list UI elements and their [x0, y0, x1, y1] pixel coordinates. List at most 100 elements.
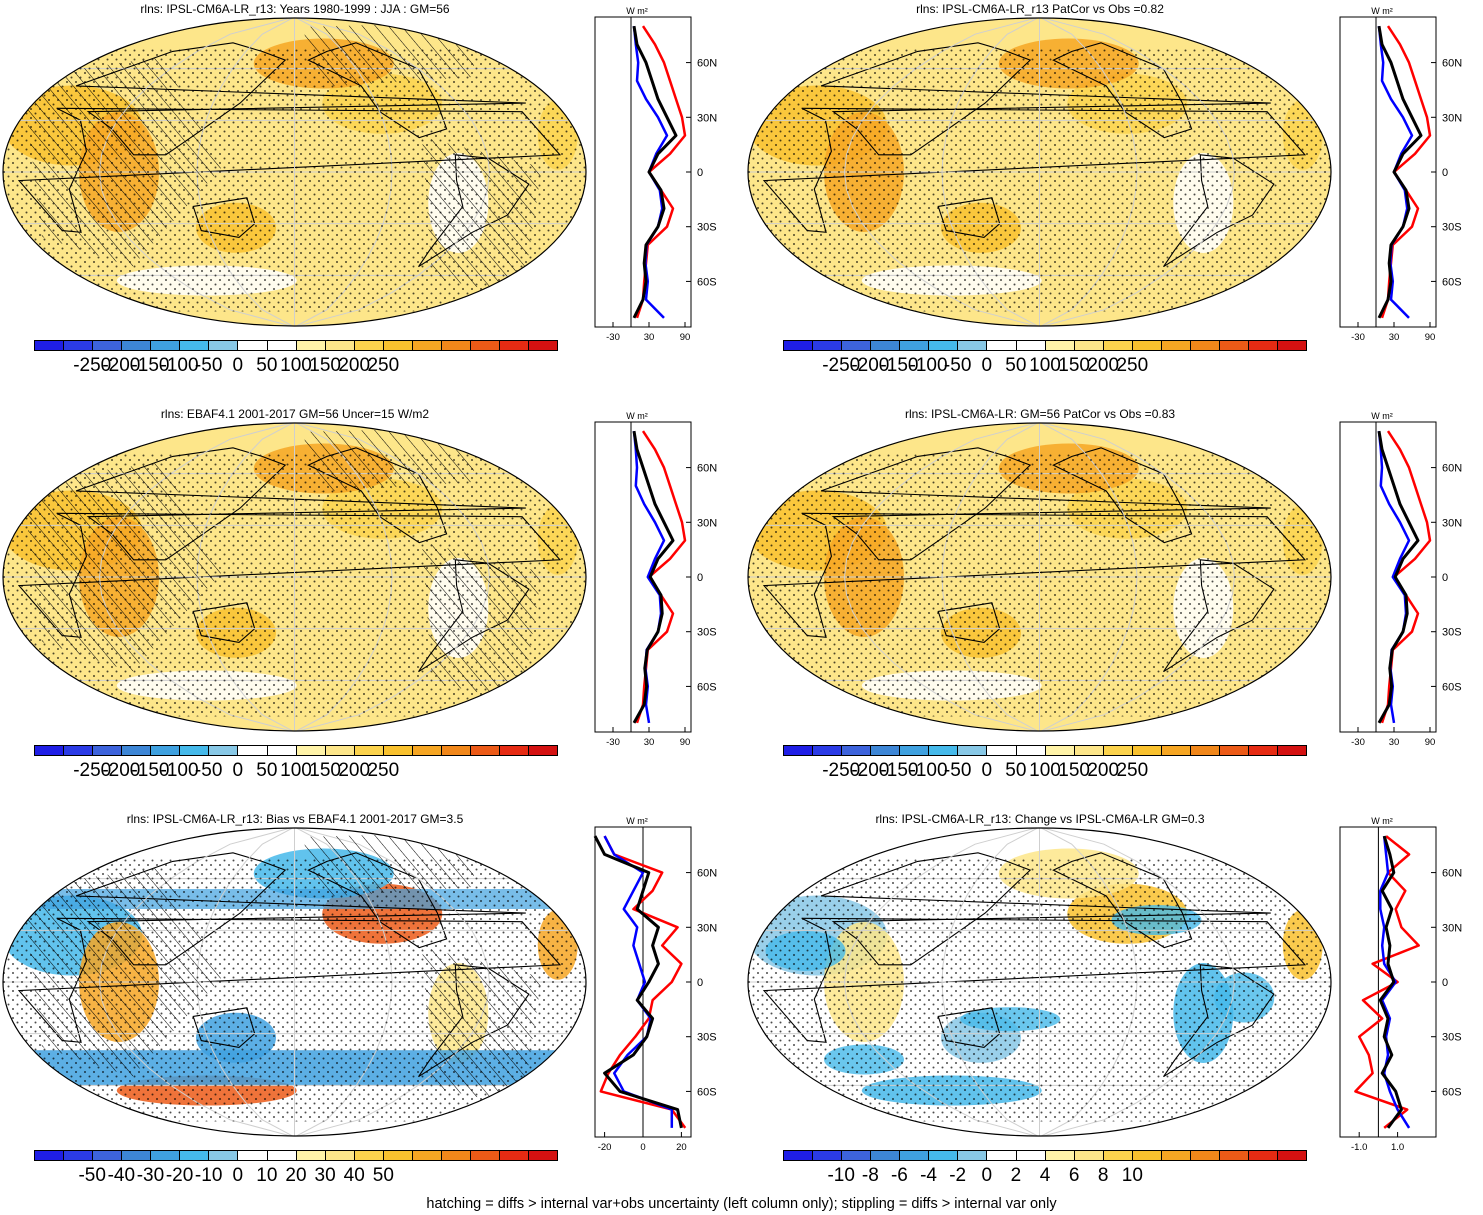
colorbar-swatch: [470, 1151, 500, 1160]
colorbar-swatch: [1132, 746, 1162, 755]
colorbar-swatch: [958, 1151, 988, 1160]
hatching-overlay: [302, 832, 482, 897]
colorbar-tick-label: -100: [909, 355, 948, 376]
colorbar-swatch: [1045, 341, 1075, 350]
colorbar-swatch: [151, 341, 181, 350]
colorbar-swatch: [64, 746, 94, 755]
colorbar-tick-label: 10: [1121, 1165, 1143, 1186]
colorbar-tick-label: 6: [1068, 1165, 1080, 1186]
colorbar-swatch: [412, 746, 442, 755]
colorbar-swatch: [500, 1151, 530, 1160]
zonal-units-label: W m²: [1371, 411, 1393, 421]
colorbar-tick-label: 200: [1087, 760, 1120, 781]
colorbar-swatch: [383, 746, 413, 755]
colorbar-swatch: [122, 1151, 152, 1160]
colorbar-swatch: [1161, 746, 1191, 755]
colorbar-swatch: [151, 1151, 181, 1160]
colorbar-swatch: [871, 1151, 901, 1160]
colorbar-tick-label: 200: [338, 355, 371, 376]
colorbar-swatch: [209, 1151, 239, 1160]
model-profile-line: [632, 25, 678, 319]
colorbar-swatch: [987, 746, 1017, 755]
zonal-y-tick-label: 30N: [697, 922, 717, 934]
zonal-x-tick-label: 90: [1425, 332, 1436, 343]
hatching-overlay: [422, 947, 542, 1107]
zonal-y-tick-label: 60N: [1442, 58, 1462, 70]
zonal-x-tick-label: -30: [1351, 737, 1365, 748]
zonal-y-tick-label: 30S: [1442, 1032, 1462, 1044]
colorbar-swatch: [267, 746, 297, 755]
zonal-y-tick-label: 60S: [1442, 276, 1462, 288]
colorbar-swatch: [122, 341, 152, 350]
panel-title: rlns: IPSL-CM6A-LR_r13: Bias vs EBAF4.1 …: [126, 812, 464, 826]
colorbar-swatch: [1016, 341, 1046, 350]
colorbar-swatch: [1278, 341, 1307, 350]
colorbar-tick-label: -250: [73, 760, 112, 781]
colorbar-swatch: [180, 341, 210, 350]
zonal-y-tick-label: 60S: [697, 681, 717, 693]
colorbar-swatch: [325, 1151, 355, 1160]
colorbar-tick-label: 100: [1029, 760, 1061, 781]
colorbar-tick-label: 40: [343, 1165, 365, 1186]
colorbar-tick-label: 150: [1058, 760, 1090, 781]
colorbar-swatch: [500, 746, 530, 755]
colorbar-swatch: [470, 746, 500, 755]
zonal-x-tick-label: -1.0: [1351, 1142, 1367, 1153]
colorbar-tick-label: -200: [102, 760, 141, 781]
colorbar-swatch: [412, 1151, 442, 1160]
stippling-overlay: [748, 858, 1331, 1122]
colorbar-swatch: [929, 746, 959, 755]
panel-change: rlns: IPSL-CM6A-LR_r13: Change vs IPSL-C…: [745, 810, 1483, 1215]
colorbar-swatch: [1103, 746, 1133, 755]
colorbar-tick-label: 10: [256, 1165, 278, 1186]
colorbar-tick-label: -200: [851, 355, 890, 376]
colorbar-tick-label: 150: [309, 760, 341, 781]
colorbar-tick-label: -2: [949, 1165, 967, 1186]
colorbar-tick-label: -100: [160, 760, 199, 781]
zonal-x-tick-label: -30: [606, 332, 620, 343]
colorbar-swatch: [296, 341, 326, 350]
zonal-x-tick-label: 90: [680, 737, 691, 748]
colorbar-swatch: [354, 341, 384, 350]
model-profile-line: [593, 835, 683, 1129]
zonal-y-tick-label: 0: [697, 167, 703, 179]
hatching-overlay: [302, 427, 482, 492]
colorbar-tick-label: 4: [1039, 1165, 1051, 1186]
zonal-units-label: W m²: [1371, 816, 1393, 826]
colorbar-tick-label: 0: [981, 760, 993, 781]
colorbar-tick-label: 100: [1029, 355, 1061, 376]
diff-profile-line: [1354, 835, 1420, 1129]
colorbar-tick-label: 50: [1005, 760, 1027, 781]
hatching-overlay: [22, 57, 222, 267]
colorbar-swatch: [929, 1151, 959, 1160]
colorbar-tick-label: -6: [890, 1165, 908, 1186]
colorbar-swatch: [354, 1151, 384, 1160]
zonal-x-tick-label: -20: [598, 1142, 612, 1153]
colorbar-swatch: [296, 1151, 326, 1160]
colorbar-swatch: [267, 1151, 297, 1160]
colorbar-swatch: [842, 1151, 872, 1160]
colorbar-swatch: [529, 1151, 558, 1160]
panel-title: rlns: IPSL-CM6A-LR: GM=56 PatCor vs Obs …: [904, 407, 1176, 421]
colorbar-swatch: [842, 746, 872, 755]
hatching-overlay: [302, 22, 482, 87]
colorbar-tick-label: 100: [280, 760, 312, 781]
model-profile-line: [1377, 430, 1420, 724]
zonal-y-tick-label: 60N: [697, 463, 717, 475]
colorbar-tick-label: 150: [1058, 355, 1090, 376]
panel-model-patcor-083: rlns: IPSL-CM6A-LR: GM=56 PatCor vs Obs …: [745, 405, 1483, 810]
colorbar-swatch: [1074, 746, 1104, 755]
zonal-y-tick-label: 30S: [697, 222, 717, 234]
zonal-mean-plot: W m² -20 0 20 60N 30N 0 30S 60S: [593, 816, 717, 1153]
colorbar-tick-label: -200: [102, 355, 141, 376]
colorbar-swatch: [1103, 1151, 1133, 1160]
world-map: [747, 827, 1332, 1137]
colorbar-tick-label: -10: [827, 1165, 855, 1186]
colorbar-swatch: [1249, 746, 1279, 755]
hatching-overlay: [22, 867, 222, 1077]
zonal-y-tick-label: 0: [1442, 572, 1448, 584]
panel-obs-ebaf: rlns: EBAF4.1 2001-2017 GM=56 Uncer=15 W…: [0, 405, 740, 810]
colorbar-swatch: [813, 746, 843, 755]
zonal-y-tick-label: 30S: [697, 627, 717, 639]
colorbar-tick-label: 50: [256, 760, 278, 781]
